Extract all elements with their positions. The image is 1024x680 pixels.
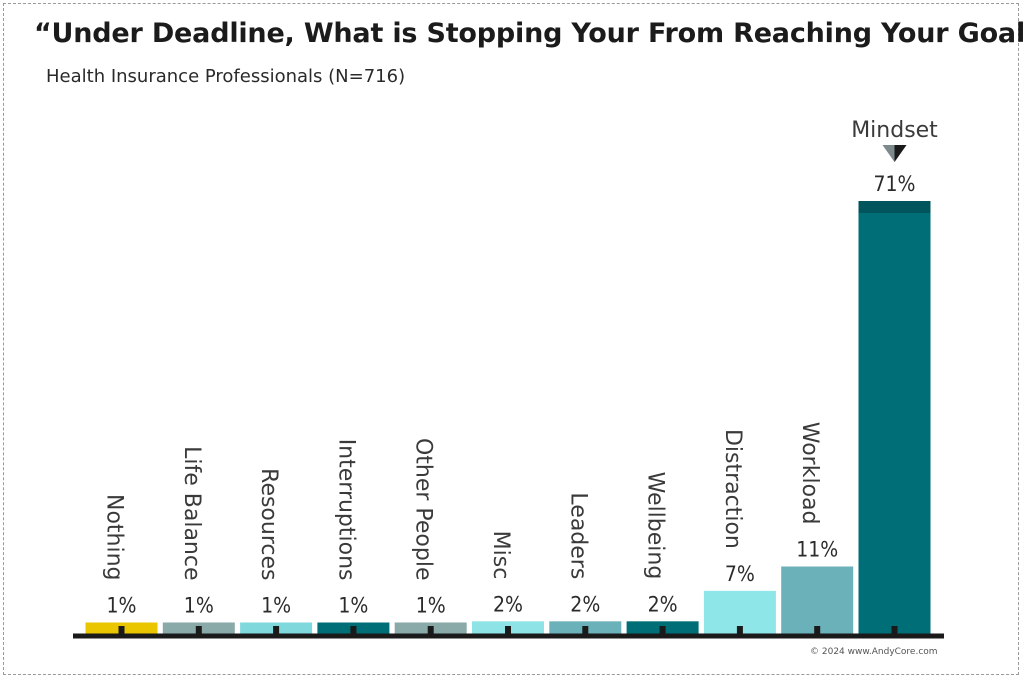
bar-cap-mindset [858, 201, 931, 213]
tick-mindset [891, 626, 898, 636]
value-label-life-balance: 1% [184, 594, 214, 618]
bar-mindset [858, 201, 931, 634]
tick-workload [814, 626, 821, 636]
tick-distraction [736, 626, 743, 636]
value-label-workload: 11% [796, 537, 838, 561]
ticks-group [118, 626, 898, 636]
value-label-nothing: 1% [107, 594, 137, 618]
chart-subtitle: Health Insurance Professionals (N=716) [46, 66, 406, 87]
chart-frame: “Under Deadline, What is Stopping Your F… [3, 3, 1024, 675]
value-label-resources: 1% [261, 594, 291, 618]
chart-title: “Under Deadline, What is Stopping Your F… [34, 18, 1024, 49]
category-label-nothing: Nothing [102, 494, 127, 581]
value-label-other-people: 1% [416, 594, 446, 618]
category-label-mindset: Mindset [851, 118, 938, 143]
tick-interruptions [350, 626, 357, 636]
category-label-leaders: Leaders [565, 492, 590, 579]
value-label-misc: 2% [493, 592, 523, 616]
tick-life-balance [195, 626, 202, 636]
value-label-distraction: 7% [725, 562, 755, 586]
category-label-interruptions: Interruptions [333, 439, 358, 581]
tick-wellbeing [659, 626, 666, 636]
tick-leaders [582, 626, 589, 636]
tick-other-people [427, 626, 434, 636]
value-label-mindset: 71% [874, 172, 916, 196]
tick-resources [273, 626, 280, 636]
category-label-wellbeing: Wellbeing [643, 472, 668, 580]
category-label-resources: Resources [256, 468, 281, 580]
highlight-marker [882, 145, 907, 162]
category-label-workload: Workload [797, 422, 822, 525]
tick-misc [505, 626, 511, 636]
pointer-triangle-shade-icon [894, 145, 907, 162]
value-label-leaders: 2% [570, 592, 600, 616]
category-label-life-balance: Life Balance [179, 446, 204, 580]
bar-workload [781, 566, 854, 634]
category-label-distraction: Distraction [720, 429, 745, 549]
labels-group: 1% Nothing 1% Life Balance 1% Resources 1% Inte… [102, 118, 939, 618]
category-label-misc: Misc [488, 531, 513, 580]
category-label-other-people: Other People [411, 438, 436, 581]
value-label-interruptions: 1% [338, 594, 368, 618]
copyright-notice: © 2024 www.AndyCore.com [810, 647, 938, 657]
tick-nothing [118, 626, 125, 636]
value-label-wellbeing: 2% [648, 592, 678, 616]
